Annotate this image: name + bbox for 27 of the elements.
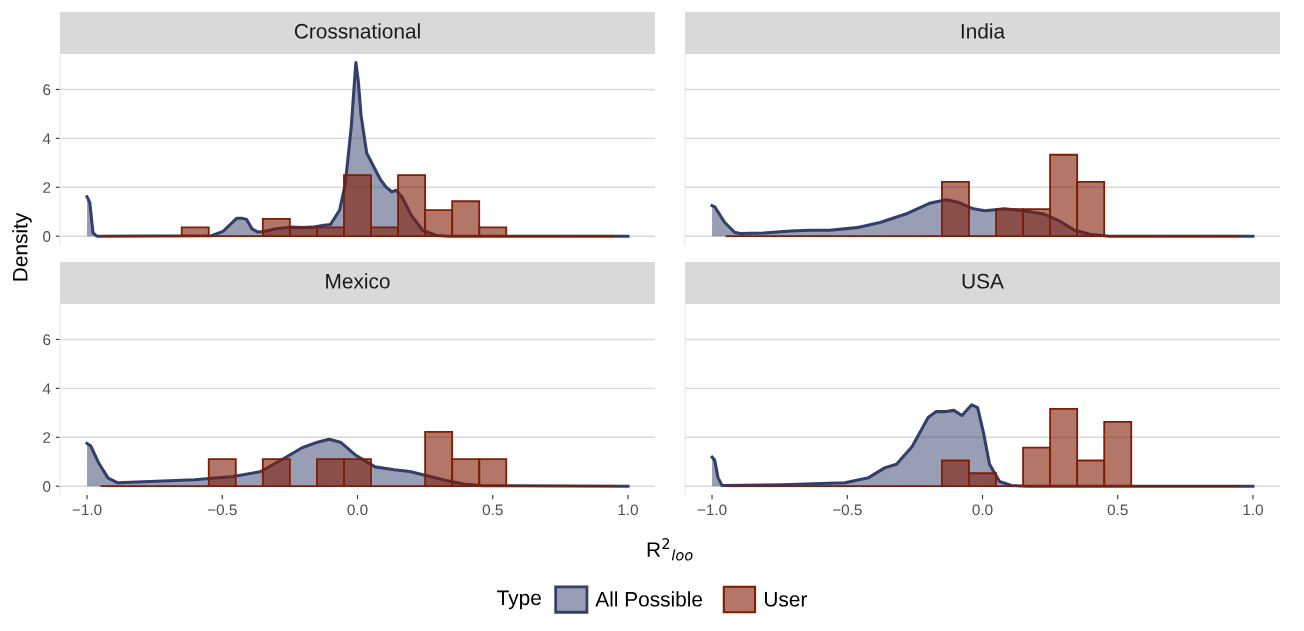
y-tick-label: 6 <box>43 334 51 346</box>
x-tick-label: 1.0 <box>618 504 638 516</box>
x-tick-label: 0.5 <box>482 504 503 516</box>
x-tick-label: 0.0 <box>972 504 993 516</box>
y-tick-label: 0 <box>43 231 51 242</box>
x-tick-label: −0.5 <box>207 504 237 516</box>
x-tick-label: −1.0 <box>72 504 102 516</box>
chart-title: Mexico <box>326 273 390 289</box>
chart-title: India <box>961 23 1006 39</box>
chart-title: USA <box>962 273 1004 289</box>
y-tick-label: 2 <box>43 432 51 443</box>
x-tick-label: 0.0 <box>347 504 368 516</box>
legend-title: Type <box>497 590 541 610</box>
legend-label: All Possible <box>595 591 703 607</box>
chart-title: Crossnational <box>294 23 420 39</box>
x-tick-label: −1.0 <box>697 504 727 516</box>
y-tick-label: 2 <box>43 182 51 193</box>
x-axis-title: R$^{2}$$_{loo}$ <box>647 538 693 561</box>
y-axis-title: Density <box>12 212 32 281</box>
y-tick-label: 0 <box>43 481 51 492</box>
y-tick-label: 4 <box>42 133 51 144</box>
y-tick-label: 6 <box>43 84 51 96</box>
legend-label: User <box>764 592 808 607</box>
x-tick-label: −0.5 <box>832 504 862 516</box>
y-tick-label: 4 <box>42 383 51 394</box>
x-tick-label: 1.0 <box>1243 504 1263 516</box>
x-tick-label: 0.5 <box>1107 504 1128 516</box>
